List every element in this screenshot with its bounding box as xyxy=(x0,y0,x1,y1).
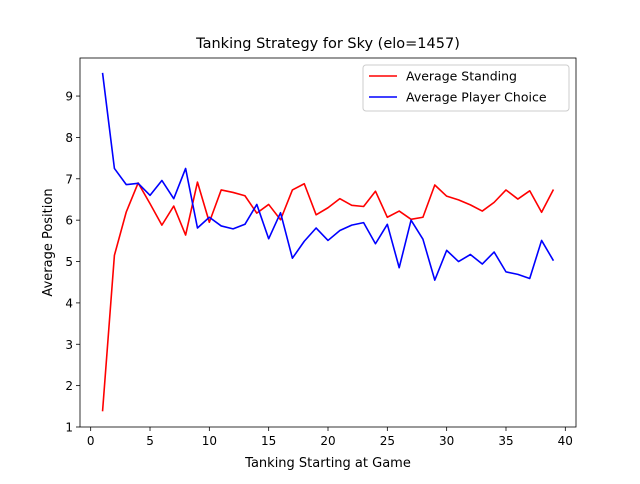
x-tick-label: 15 xyxy=(261,434,276,448)
x-tick-label: 0 xyxy=(87,434,95,448)
x-tick-label: 30 xyxy=(439,434,454,448)
x-tick-label: 40 xyxy=(558,434,573,448)
x-tick-label: 5 xyxy=(146,434,154,448)
x-tick-label: 35 xyxy=(498,434,513,448)
series-line-1 xyxy=(101,181,555,412)
y-tick-label: 6 xyxy=(65,214,73,228)
legend-box xyxy=(362,64,570,112)
y-tick-label: 4 xyxy=(65,296,73,310)
series-line-2 xyxy=(101,72,555,281)
legend-label: Average Player Choice xyxy=(406,90,547,105)
y-tick-label: 1 xyxy=(65,421,73,435)
x-tick-label: 10 xyxy=(202,434,217,448)
chart-title: Tanking Strategy for Sky (elo=1457) xyxy=(195,36,460,52)
y-axis-label: Average Position xyxy=(41,188,56,296)
y-tick-label: 8 xyxy=(65,131,73,145)
y-tick-label: 9 xyxy=(65,90,73,104)
legend: Average Standing Average Player Choice xyxy=(362,64,570,112)
x-axis: 0 5 10 15 20 25 30 35 40 xyxy=(87,427,573,448)
x-axis-label: Tanking Starting at Game xyxy=(244,456,411,471)
y-tick-label: 7 xyxy=(65,172,73,186)
y-axis: 1 2 3 4 5 6 7 8 9 xyxy=(65,90,80,435)
x-tick-label: 20 xyxy=(320,434,335,448)
legend-label: Average Standing xyxy=(406,69,517,84)
y-tick-label: 3 xyxy=(65,338,73,352)
x-tick-label: 25 xyxy=(380,434,395,448)
plot-frame xyxy=(79,57,577,428)
y-tick-label: 5 xyxy=(65,255,73,269)
series-lines xyxy=(101,72,555,412)
y-tick-label: 2 xyxy=(65,379,73,393)
